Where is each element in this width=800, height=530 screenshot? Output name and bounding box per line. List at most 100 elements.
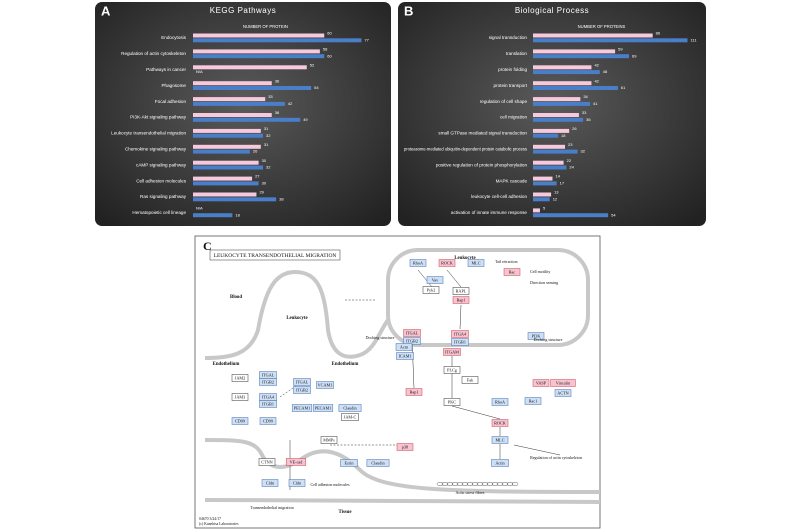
- caption: Tail retraction: [495, 259, 518, 264]
- bar: [193, 33, 325, 38]
- gene-label: Vav: [432, 277, 439, 282]
- gene-node: [341, 413, 359, 421]
- value-label: 32: [266, 133, 271, 138]
- gene-label: PKC: [448, 399, 456, 404]
- panel-letter: B: [404, 3, 413, 18]
- bar: [533, 165, 567, 170]
- gene-label: Ezrin: [344, 460, 354, 465]
- gene-label: CD99: [235, 418, 245, 423]
- bar: [533, 192, 552, 197]
- bar: [533, 208, 540, 213]
- gene-label: p38: [402, 444, 408, 449]
- category-label: MAPK cascade: [496, 178, 528, 183]
- actin-fibre: [436, 482, 444, 487]
- bar: [193, 144, 261, 149]
- gene-node: [396, 443, 414, 451]
- caption: Cell motility: [530, 269, 550, 274]
- region-label: Endothelium: [332, 362, 359, 367]
- bar: [533, 128, 570, 133]
- value-label: 33: [582, 110, 587, 115]
- value-label: 59: [618, 46, 623, 51]
- gene-node: [422, 286, 440, 294]
- gene-node: [320, 436, 338, 444]
- gene-node: [426, 276, 444, 284]
- footer-text: (c) Kanehisa Laboratories: [199, 522, 239, 526]
- panel-letter: C: [203, 239, 212, 253]
- gene-node: [396, 352, 414, 360]
- value-label: 26: [253, 149, 258, 154]
- panel-letter: A: [101, 3, 111, 18]
- bar: [533, 86, 618, 90]
- value-label: 23: [568, 142, 573, 147]
- actin-fibre: [466, 482, 474, 487]
- gene-label: ITGAL: [262, 372, 275, 377]
- value-label: 49: [303, 117, 308, 122]
- gene-node: [291, 404, 313, 412]
- bar: [193, 181, 259, 186]
- axis-label: NUMBER OF PROTEIN: [243, 24, 288, 29]
- bar: [533, 176, 553, 181]
- value-label: 77: [364, 37, 369, 42]
- gene-node: [491, 398, 509, 406]
- actin-fibre: [476, 482, 484, 487]
- value-label: 30: [262, 180, 267, 185]
- category-label: protein transport: [494, 83, 528, 88]
- gene-label: RhoA: [413, 260, 423, 265]
- category-label: cAMP signaling pathway: [136, 162, 187, 167]
- bar: [193, 213, 233, 218]
- value-label: 13: [554, 190, 559, 195]
- actin-fibre: [496, 482, 504, 487]
- bar: [533, 81, 592, 86]
- bar: [193, 192, 257, 197]
- bar: [193, 160, 259, 165]
- gene-node: [554, 389, 572, 397]
- value-label: 111: [690, 37, 697, 42]
- actin-fibre: [451, 482, 459, 487]
- value-label: 58: [323, 46, 328, 51]
- actin-fibre: [491, 482, 499, 487]
- value-label: 86: [656, 31, 661, 36]
- bar: [533, 181, 557, 186]
- gene-node: [443, 366, 461, 374]
- bar: [533, 65, 592, 70]
- value-label: 52: [310, 62, 315, 67]
- gene-node: [405, 388, 423, 396]
- gene-label: Rap1: [410, 389, 419, 394]
- category-label: translation: [506, 51, 528, 56]
- gene-label: Actin: [495, 460, 505, 465]
- value-label: 41: [593, 101, 598, 106]
- caption: Transendothelial migration: [250, 505, 293, 510]
- bar: [193, 86, 312, 90]
- gene-node: [491, 459, 509, 467]
- bar: [533, 49, 616, 54]
- actin-fibre: [446, 482, 454, 487]
- gene-label: PLCg: [447, 367, 458, 372]
- gene-node: [491, 436, 509, 444]
- gene-node: [503, 268, 521, 276]
- category-label: activation of innate immune response: [451, 210, 528, 215]
- value-label: 48: [603, 69, 608, 74]
- gene-label: MLC: [495, 437, 504, 442]
- gene-label: VASP: [536, 380, 547, 385]
- gene-node: [231, 393, 249, 401]
- bar: [193, 117, 301, 122]
- value-label: 36: [275, 110, 280, 115]
- value-label: 12: [553, 196, 558, 201]
- bar: [193, 165, 263, 170]
- category-label: cell migration: [500, 115, 528, 120]
- category-label: protein folding: [498, 67, 527, 72]
- region-label: Tissue: [339, 510, 352, 515]
- gene-node: [451, 330, 469, 338]
- gene-label: ITGAL: [296, 379, 309, 384]
- bar: [533, 70, 600, 75]
- value-label: 17: [560, 180, 565, 185]
- gene-label: ITGA4: [454, 331, 467, 336]
- bar: [533, 97, 581, 102]
- bar: [193, 65, 307, 70]
- gene-node: [467, 259, 485, 267]
- gene-label: Cldn: [266, 480, 275, 485]
- caption: Docking structure: [534, 337, 563, 342]
- actin-fibre: [506, 482, 514, 487]
